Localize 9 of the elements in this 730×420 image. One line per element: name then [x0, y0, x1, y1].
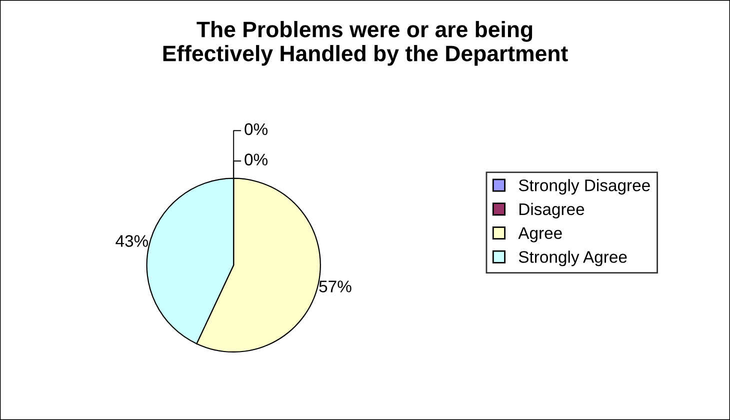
chart-title: The Problems were or are being Effectively Handled by the Department: [163, 21, 568, 66]
legend-label: Disagree: [520, 202, 584, 218]
legend-label: Agree: [518, 227, 562, 242]
data-label: 57%: [319, 280, 352, 292]
text: 0%: [244, 123, 268, 136]
legend-label: Strongly Agree: [518, 250, 627, 266]
text: 0%: [244, 154, 268, 166]
legend-label: Strongly Disagree: [518, 179, 650, 195]
data-label: 43%: [116, 235, 148, 247]
